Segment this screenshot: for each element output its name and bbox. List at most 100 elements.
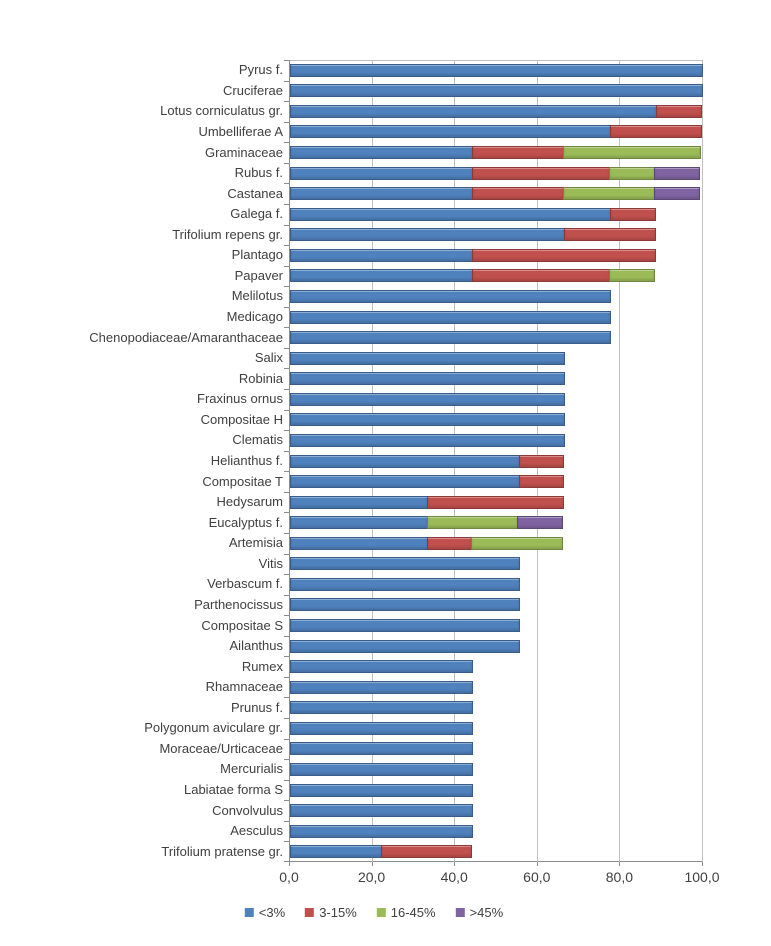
bar-segment <box>290 619 520 632</box>
bar-row <box>290 783 703 797</box>
category-label: Clematis <box>232 432 283 448</box>
bar-segment <box>653 187 700 201</box>
bar-segment <box>290 207 612 221</box>
category-label: Artemisia <box>228 535 283 551</box>
plot-top-border <box>289 60 703 61</box>
bar-segment <box>290 804 474 818</box>
y-axis-tick <box>284 368 289 369</box>
category-label: Plantago <box>231 247 283 263</box>
bar-segment <box>290 392 566 406</box>
bar-row <box>290 228 703 242</box>
bar-row <box>290 310 703 324</box>
bar-segment <box>290 228 566 242</box>
bar-segment <box>426 495 565 509</box>
y-axis-tick <box>284 492 289 493</box>
category-label: Aesculus <box>230 823 283 839</box>
y-axis-tick <box>284 81 289 82</box>
bar-row <box>290 577 703 591</box>
x-axis-tick <box>619 862 621 866</box>
legend-color-swatch-icon <box>305 908 315 917</box>
x-axis-tick <box>536 862 538 866</box>
bar-segment <box>471 536 564 550</box>
bar-segment <box>290 721 474 735</box>
bar-segment <box>290 557 520 571</box>
bar-row <box>290 701 703 715</box>
category-label: Rumex <box>241 658 283 674</box>
bar-row <box>290 598 703 612</box>
bar-row <box>290 495 703 509</box>
bar-segment <box>290 824 474 838</box>
y-axis-tick <box>284 780 289 781</box>
x-axis-tick <box>371 862 373 866</box>
bar-row <box>290 454 703 468</box>
bar-row <box>290 63 703 77</box>
legend-item: >45% <box>455 905 504 920</box>
bar-row <box>290 639 703 653</box>
gridline <box>619 60 621 862</box>
bar-segment <box>290 742 474 756</box>
plot-area <box>284 60 703 866</box>
y-axis-tick <box>284 861 289 862</box>
bar-segment <box>290 845 382 859</box>
category-label: Trifolium pratense gr. <box>161 843 283 859</box>
bar-row <box>290 557 703 571</box>
y-axis-tick <box>284 759 289 760</box>
y-axis-tick <box>284 718 289 719</box>
category-label: Hedysarum <box>216 494 283 510</box>
category-label: Vitis <box>258 555 283 571</box>
y-axis-tick <box>284 389 289 390</box>
bar-segment <box>472 187 565 201</box>
bar-segment <box>563 146 701 160</box>
bar-row <box>290 84 703 98</box>
legend-label: >45% <box>469 905 504 920</box>
category-label: Umbelliferae A <box>198 123 283 139</box>
bar-segment <box>290 84 703 98</box>
bar-row <box>290 331 703 345</box>
bar-row <box>290 372 703 386</box>
legend-item: 3-15% <box>305 905 357 920</box>
legend-item: <3% <box>244 905 285 920</box>
category-label: Pyrus f. <box>238 62 283 78</box>
bar-segment <box>380 845 473 859</box>
bar-segment <box>472 146 565 160</box>
bar-segment <box>472 248 656 262</box>
legend-label: 16-45% <box>390 905 436 920</box>
category-label: Melilotus <box>231 288 283 304</box>
bar-segment <box>290 762 474 776</box>
category-label: Papaver <box>234 267 283 283</box>
bar-segment <box>610 125 702 139</box>
y-axis-tick <box>284 841 289 842</box>
y-axis-tick <box>284 574 289 575</box>
bar-row <box>290 433 703 447</box>
bar-segment <box>290 639 520 653</box>
bar-row <box>290 680 703 694</box>
y-axis-tick <box>284 451 289 452</box>
bar-segment <box>290 248 474 262</box>
y-axis-tick <box>284 101 289 102</box>
bar-segment <box>290 598 520 612</box>
y-axis-tick <box>284 677 289 678</box>
bar-row <box>290 516 703 530</box>
x-tick-label: 60,0 <box>523 869 551 885</box>
y-axis-tick <box>284 245 289 246</box>
y-axis-tick <box>284 410 289 411</box>
bar-row <box>290 742 703 756</box>
x-tick-label: 80,0 <box>605 869 634 885</box>
category-label: Eucalyptus f. <box>208 514 283 530</box>
bar-row <box>290 392 703 406</box>
category-label: Rhamnaceae <box>205 679 283 695</box>
bar-segment <box>472 269 610 283</box>
bar-segment <box>290 413 566 427</box>
legend-color-swatch-icon <box>244 908 254 917</box>
category-label: Compositae T <box>202 473 283 489</box>
bar-row <box>290 413 703 427</box>
bar-segment <box>290 166 474 180</box>
bar-row <box>290 166 703 180</box>
bar-row <box>290 475 703 489</box>
bar-segment <box>290 577 520 591</box>
bar-segment <box>564 228 657 242</box>
bar-segment <box>290 433 566 447</box>
category-label: Helianthus f. <box>210 453 283 468</box>
bar-segment <box>472 166 610 180</box>
